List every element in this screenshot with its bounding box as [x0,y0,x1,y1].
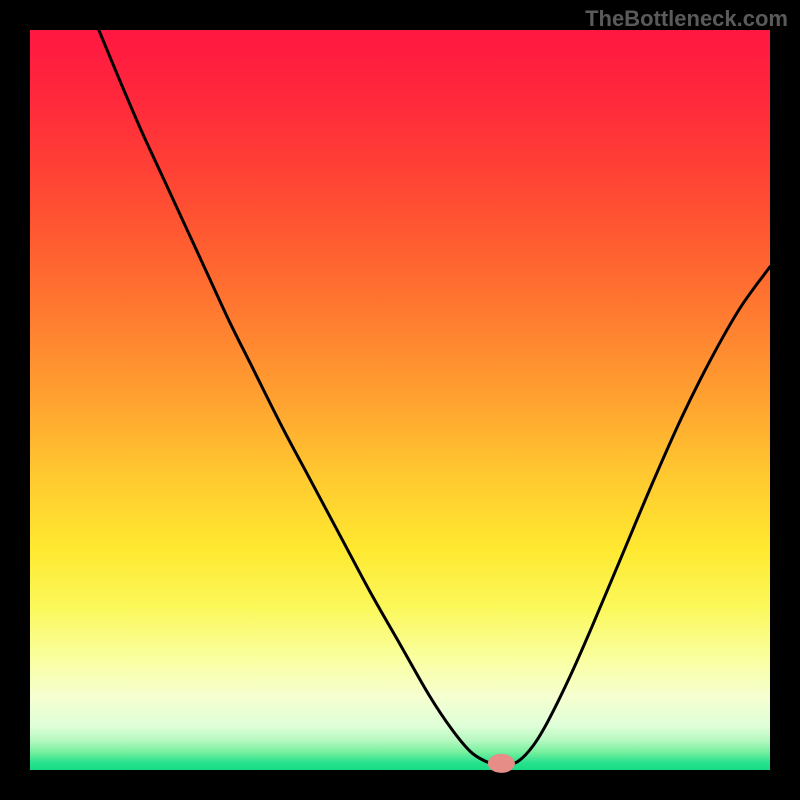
chart-background [30,30,770,770]
minimum-marker [488,754,514,772]
bottleneck-chart [0,0,800,800]
watermark-text: TheBottleneck.com [585,6,788,32]
